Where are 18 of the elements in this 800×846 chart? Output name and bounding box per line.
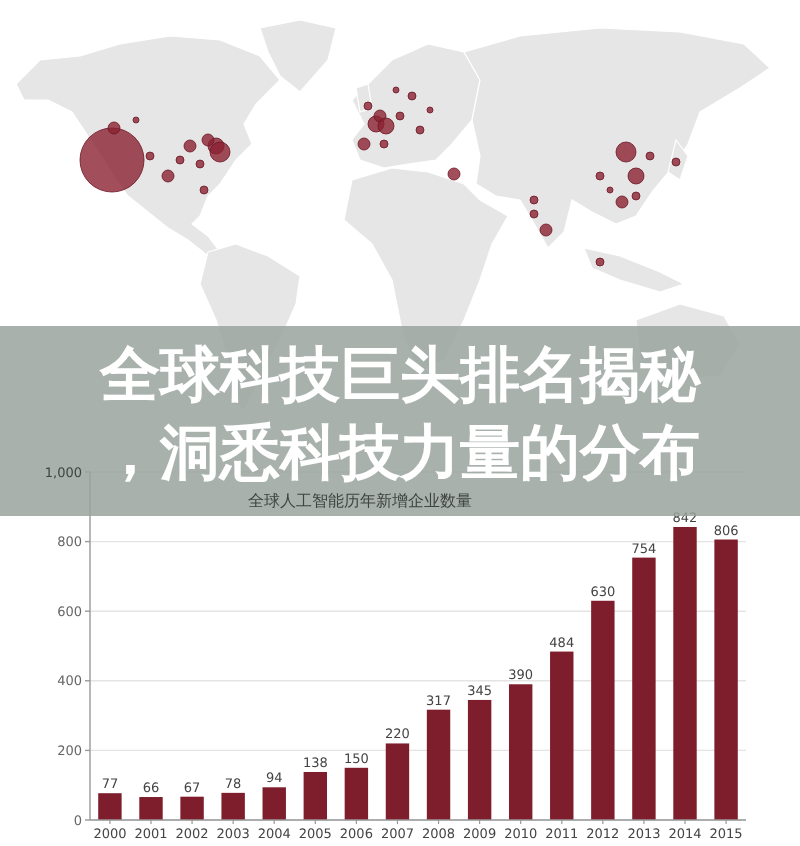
bar bbox=[426, 709, 451, 820]
bar bbox=[591, 600, 615, 820]
bar bbox=[714, 539, 738, 820]
bar bbox=[221, 792, 245, 820]
bar bbox=[508, 684, 533, 820]
bar bbox=[632, 557, 656, 820]
bar bbox=[385, 743, 410, 820]
bar bbox=[303, 771, 328, 820]
bar bbox=[98, 793, 122, 820]
bar bbox=[262, 787, 286, 820]
bar bbox=[344, 767, 369, 820]
bar bbox=[180, 796, 204, 820]
bar bbox=[550, 651, 574, 820]
bar bbox=[673, 526, 697, 820]
chart-title: 全球科技巨头排名揭秘，洞悉科技力量的分布 bbox=[98, 341, 702, 489]
bar bbox=[139, 797, 163, 820]
bar bbox=[467, 699, 492, 820]
text: 全球人工智能历年新增企业数量 bbox=[248, 491, 472, 510]
